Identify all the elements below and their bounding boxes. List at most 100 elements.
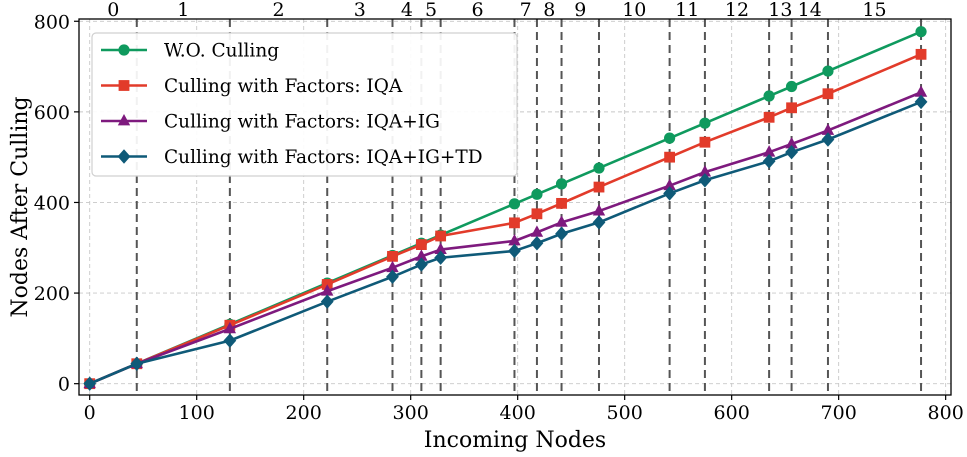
- data-point: [762, 145, 776, 157]
- data-point: [822, 65, 834, 77]
- data-point: [555, 178, 568, 190]
- x-axis-label: Incoming Nodes: [424, 428, 606, 453]
- x-tick-label: 400: [500, 402, 536, 424]
- legend-swatch-marker: [118, 80, 130, 91]
- segment-label: 15: [862, 0, 886, 21]
- series-3: [83, 85, 928, 389]
- data-point: [592, 215, 606, 230]
- data-point: [508, 243, 521, 259]
- data-point: [556, 197, 567, 209]
- plot-frame: [78, 18, 952, 396]
- legend-swatch-marker: [118, 44, 130, 56]
- data-point: [914, 85, 928, 97]
- x-axis-ticks: 0 100 200 300 400 500 600 700 800: [84, 395, 964, 424]
- segment-label: 8: [543, 0, 555, 21]
- data-point: [699, 136, 711, 148]
- data-point: [699, 117, 711, 129]
- data-point: [321, 284, 334, 296]
- data-point: [415, 239, 427, 250]
- segment-label: 10: [622, 0, 646, 21]
- data-point: [914, 94, 928, 110]
- legend-entry-label: Culling with Factors: IQA: [164, 76, 403, 97]
- segment-label: 9: [574, 0, 586, 21]
- data-point: [530, 225, 544, 237]
- legend-box: [91, 32, 518, 177]
- data-point: [822, 88, 834, 100]
- segment-boundary-lines: [135, 19, 923, 395]
- data-point: [664, 151, 676, 163]
- data-point: [786, 102, 797, 114]
- data-point: [664, 132, 676, 144]
- x-tick-label: 100: [179, 402, 215, 424]
- data-point: [821, 123, 835, 135]
- x-tick-label: 700: [821, 402, 857, 424]
- data-point: [387, 250, 398, 262]
- data-point: [821, 132, 835, 147]
- legend-entry-label: Culling with Factors: IQA+IG+TD: [164, 147, 483, 168]
- segment-label: 12: [725, 0, 749, 21]
- data-point: [83, 376, 97, 391]
- segment-label: 7: [520, 0, 532, 21]
- y-axis-label: Nodes After Culling: [8, 96, 33, 317]
- data-point: [785, 80, 798, 93]
- legend-entry-label: Culling with Factors: IQA+IG: [164, 112, 440, 133]
- segment-label: 0: [107, 0, 119, 21]
- x-tick-label: 500: [607, 402, 643, 424]
- segment-label: 3: [354, 0, 366, 21]
- y-tick-label: 400: [34, 192, 70, 214]
- data-point: [663, 186, 677, 201]
- data-point: [223, 333, 237, 348]
- data-point: [762, 154, 776, 169]
- segment-label: 6: [472, 0, 484, 21]
- data-point: [530, 236, 544, 251]
- data-point: [320, 294, 334, 309]
- segment-label: 1: [177, 0, 189, 21]
- y-tick-label: 200: [34, 283, 70, 305]
- data-point: [223, 321, 237, 334]
- series-group: [83, 26, 928, 391]
- data-point: [592, 204, 606, 216]
- data-point: [415, 249, 428, 261]
- segment-label: 4: [401, 0, 413, 21]
- data-point: [555, 215, 568, 227]
- segment-label: 13: [768, 0, 792, 21]
- x-tick-label: 200: [286, 402, 322, 424]
- x-tick-label: 0: [84, 402, 96, 424]
- data-point: [386, 269, 399, 284]
- segment-label: 5: [425, 0, 437, 21]
- data-point: [509, 217, 520, 229]
- series-4: [83, 94, 928, 391]
- data-point: [434, 250, 448, 265]
- legend: W.O. Culling Culling with Factors: IQA Cul…: [91, 32, 518, 177]
- data-point: [531, 188, 543, 200]
- segment-label: 11: [675, 0, 699, 21]
- data-point: [763, 90, 775, 102]
- data-point: [915, 26, 927, 38]
- data-point: [593, 162, 605, 174]
- data-point: [663, 178, 676, 191]
- data-point: [593, 181, 605, 193]
- data-point: [508, 198, 521, 210]
- data-point: [434, 242, 447, 254]
- x-tick-label: 800: [928, 402, 964, 424]
- data-point: [763, 111, 775, 123]
- y-tick-label: 800: [34, 11, 70, 33]
- data-point: [785, 137, 798, 149]
- legend-swatch-marker: [117, 149, 131, 164]
- data-point: [555, 226, 568, 241]
- data-point: [698, 165, 712, 177]
- segment-label: 2: [272, 0, 284, 21]
- data-point: [508, 233, 521, 246]
- data-point: [915, 48, 927, 60]
- data-point: [414, 257, 428, 272]
- y-tick-label: 0: [58, 374, 70, 396]
- y-axis-ticks: 0 200 400 600 800: [34, 11, 79, 396]
- data-point: [531, 208, 543, 220]
- data-point: [698, 173, 712, 188]
- data-point: [785, 144, 798, 160]
- data-point: [435, 230, 447, 242]
- data-point: [386, 260, 399, 273]
- segment-labels: 0 1 2 3 4 5 6 7 8 9 10 11 12 13 14 15: [107, 0, 886, 21]
- x-tick-label: 300: [393, 402, 429, 424]
